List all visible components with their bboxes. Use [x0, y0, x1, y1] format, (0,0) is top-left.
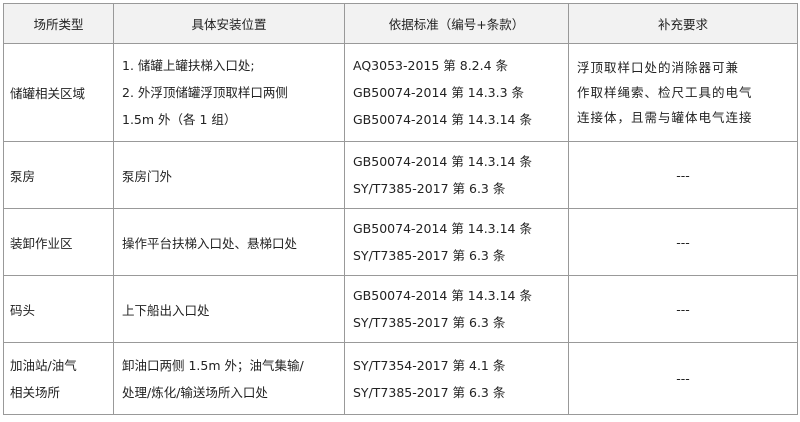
type-cell: 装卸作业区: [3, 208, 114, 276]
header-cell: 补充要求: [568, 3, 798, 44]
standard-line: GB50074-2014 第 14.3.14 条: [353, 288, 532, 303]
type-line: 相关场所: [10, 384, 61, 400]
location-cell: 卸油口两侧 1.5m 外；油气集输/处理/炼化/输送场所入口处: [113, 342, 345, 415]
table-row: 泵房 泵房门外 GB50074-2014 第 14.3.14 条 SY/T7385…: [3, 141, 798, 209]
header-cell: 场所类型: [3, 3, 114, 44]
location-line: 1. 储罐上罐扶梯入口处;: [122, 58, 255, 73]
standard-line: GB50074-2014 第 14.3.3 条: [353, 85, 525, 100]
standard-line: SY/T7354-2017 第 4.1 条: [353, 357, 506, 373]
requirement-cell: ---: [568, 208, 798, 276]
requirement-line: 作取样绳索、检尺工具的电气: [577, 85, 753, 100]
location-cell: 泵房门外: [113, 141, 345, 209]
standard-line: SY/T7385-2017 第 6.3 条: [353, 384, 506, 400]
standard-line: GB50074-2014 第 14.3.14 条: [353, 221, 532, 236]
table-row: 装卸作业区 操作平台扶梯入口处、悬梯口处 GB50074-2014 第 14.3…: [3, 208, 798, 276]
standard-line: SY/T7385-2017 第 6.3 条: [353, 248, 506, 263]
standard-line: GB50074-2014 第 14.3.14 条: [353, 154, 532, 169]
location-cell: 1. 储罐上罐扶梯入口处; 2. 外浮顶储罐浮顶取样口两侧 1.5m 外（各 1 组…: [113, 43, 345, 142]
requirement-cell: ---: [568, 342, 798, 415]
type-cell: 储罐相关区域: [3, 43, 114, 142]
location-line: 处理/炼化/输送场所入口处: [122, 384, 268, 400]
requirement-line: 浮顶取样口处的消除器可兼: [577, 60, 740, 75]
standard-line: SY/T7385-2017 第 6.3 条: [353, 181, 506, 196]
location-line: 2. 外浮顶储罐浮顶取样口两侧: [122, 85, 288, 100]
header-row: 场所类型 具体安装位置 依据标准（编号+条款） 补充要求: [3, 3, 798, 44]
header-cell: 具体安装位置: [113, 3, 345, 44]
header-cell: 依据标准（编号+条款）: [344, 3, 569, 44]
type-cell: 加油站/油气 相关场所: [3, 342, 114, 415]
requirement-cell: ---: [568, 141, 798, 209]
standard-line: GB50074-2014 第 14.3.14 条: [353, 112, 532, 127]
type-cell: 码头: [3, 275, 114, 343]
location-cell: 上下船出入口处: [113, 275, 345, 343]
requirement-cell: ---: [568, 275, 798, 343]
type-cell: 泵房: [3, 141, 114, 209]
standards-cell: GB50074-2014 第 14.3.14 条 SY/T7385-2017 第 …: [344, 208, 569, 276]
table-row: 加油站/油气 相关场所 卸油口两侧 1.5m 外；油气集输/处理/炼化/输送场所入…: [3, 342, 798, 415]
table-row: 储罐相关区域 1. 储罐上罐扶梯入口处; 2. 外浮顶储罐浮顶取样口两侧 1.5m …: [3, 43, 798, 142]
standards-cell: GB50074-2014 第 14.3.14 条 SY/T7385-2017 第 …: [344, 275, 569, 343]
requirement-cell: 浮顶取样口处的消除器可兼 作取样绳索、检尺工具的电气 连接体，且需与罐体电气连接: [568, 43, 798, 142]
standards-cell: GB50074-2014 第 14.3.14 条 SY/T7385-2017 第 …: [344, 141, 569, 209]
standards-table: 场所类型 具体安装位置 依据标准（编号+条款） 补充要求 储罐相关区域 1. 储…: [3, 3, 798, 415]
type-line: 加油站/油气: [10, 357, 77, 373]
location-line: 1.5m 外（各 1 组）: [122, 112, 237, 127]
location-line: 卸油口两侧 1.5m 外；油气集输/: [122, 357, 304, 373]
requirement-line: 连接体，且需与罐体电气连接: [577, 110, 753, 125]
standard-line: AQ3053-2015 第 8.2.4 条: [353, 58, 509, 73]
standards-cell: SY/T7354-2017 第 4.1 条 SY/T7385-2017 第 6.3…: [344, 342, 569, 415]
standards-cell: AQ3053-2015 第 8.2.4 条 GB50074-2014 第 14.3…: [344, 43, 569, 142]
table-row: 码头 上下船出入口处 GB50074-2014 第 14.3.14 条 SY/T7…: [3, 275, 798, 343]
location-cell: 操作平台扶梯入口处、悬梯口处: [113, 208, 345, 276]
standard-line: SY/T7385-2017 第 6.3 条: [353, 315, 506, 330]
